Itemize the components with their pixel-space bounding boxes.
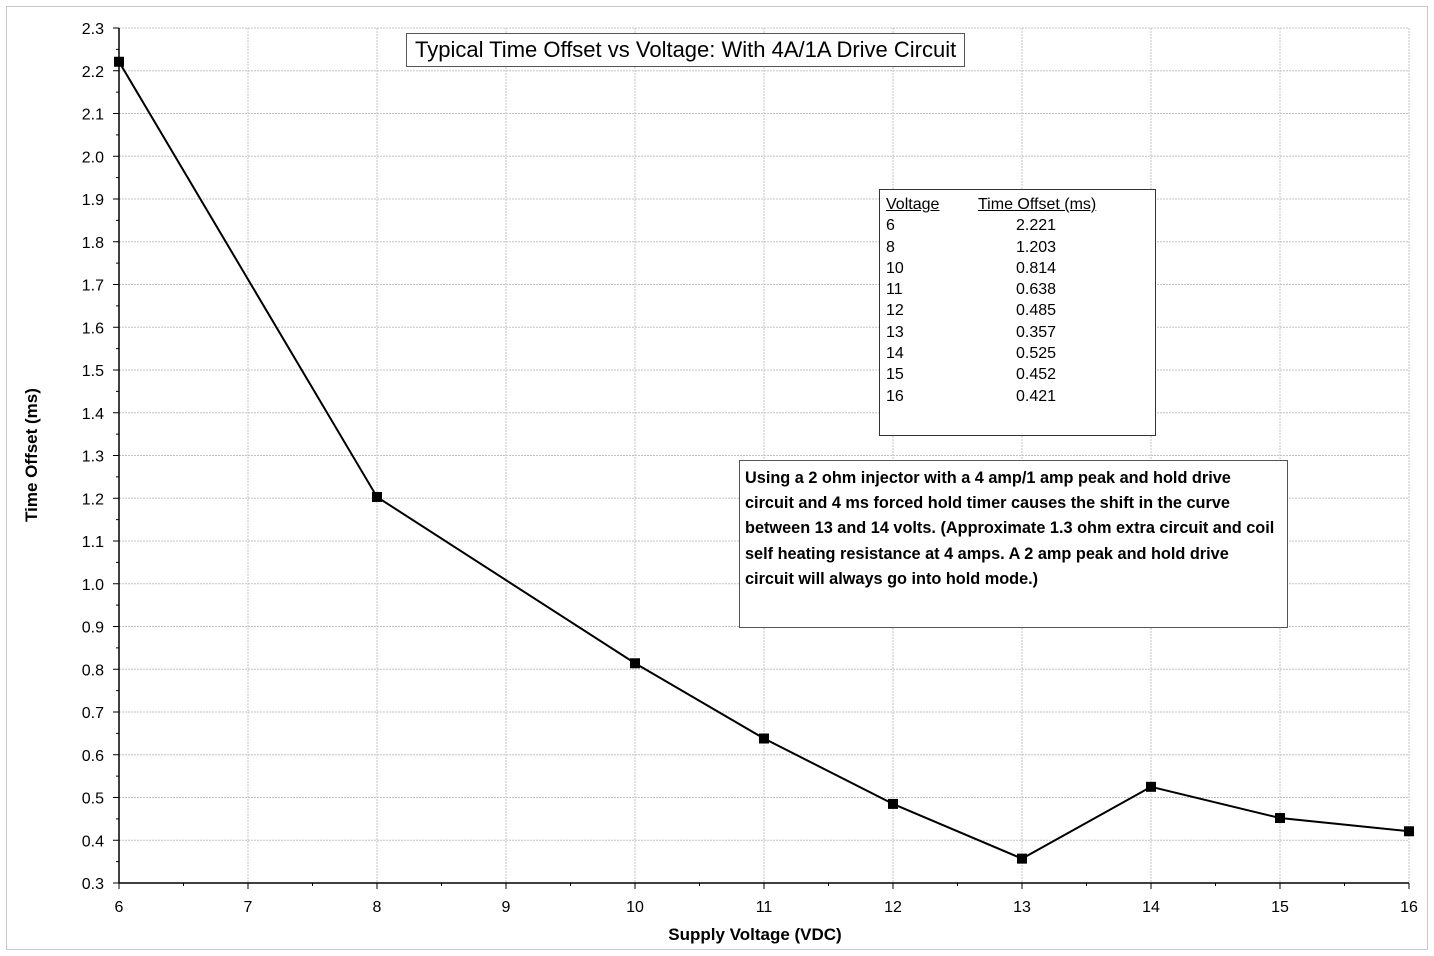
- data-table: Voltage Time Offset (ms) 6 2.221 8 1.203 10 0…: [886, 194, 1096, 407]
- time-offset-cell: 0.814: [1016, 259, 1057, 277]
- axes: [113, 27, 1410, 889]
- time-offset-cell: 0.485: [1016, 302, 1057, 320]
- x-tick-labels: 6 7 8 9 10 11 12 13 14 15 16: [115, 899, 1418, 916]
- voltage-cell: 13: [886, 323, 904, 341]
- data-point: [888, 798, 898, 809]
- y-tick-label: 0.6: [82, 748, 104, 765]
- series-layer: [114, 56, 1414, 864]
- y-tick-label: 2.3: [82, 21, 104, 38]
- y-tick-label: 1.6: [82, 320, 104, 337]
- y-tick-label: 2.2: [82, 64, 104, 81]
- table-row: 12 0.485: [886, 300, 1096, 321]
- time-offset-cell: 0.421: [1016, 387, 1057, 405]
- y-tick-label: 1.1: [82, 534, 104, 551]
- voltage-cell: 10: [886, 259, 904, 277]
- data-point: [1275, 813, 1285, 824]
- annotation-note: Using a 2 ohm injector with a 4 amp/1 am…: [739, 460, 1288, 628]
- voltage-cell: 11: [886, 281, 903, 299]
- y-tick-label: 1.2: [82, 491, 104, 508]
- voltage-cell: 14: [886, 345, 904, 363]
- x-tick-label: 9: [502, 899, 511, 916]
- y-tick-label: 1.3: [82, 449, 104, 466]
- data-table-box: Voltage Time Offset (ms) 6 2.221 8 1.203 10 0…: [879, 189, 1156, 436]
- x-axis-label: Supply Voltage (VDC): [668, 925, 841, 944]
- y-axis-label: Time Offset (ms): [22, 388, 41, 522]
- time-offset-cell: 2.221: [1016, 217, 1057, 235]
- y-tick-label: 1.5: [82, 363, 104, 380]
- table-row: 13 0.357: [886, 322, 1096, 343]
- voltage-cell: 15: [886, 366, 904, 384]
- y-tick-label: 1.7: [82, 278, 104, 295]
- voltage-cell: 16: [886, 387, 904, 405]
- data-table-header: Voltage Time Offset (ms): [886, 194, 1096, 215]
- data-point: [372, 491, 382, 502]
- y-tick-label: 0.5: [82, 791, 104, 808]
- data-table-body: 6 2.221 8 1.203 10 0.814 11 0.638 12 0.485 13 0.357…: [886, 215, 1096, 407]
- table-row: 11 0.638: [886, 279, 1096, 300]
- y-tick-label: 0.4: [82, 833, 104, 850]
- time-offset-cell: 0.357: [1016, 323, 1057, 341]
- y-tick-label: 2.1: [82, 107, 104, 124]
- table-row: 15 0.452: [886, 364, 1096, 385]
- data-point: [630, 658, 640, 669]
- x-tick-label: 8: [373, 899, 382, 916]
- data-point: [114, 56, 124, 67]
- time-offset-cell: 1.203: [1016, 238, 1057, 256]
- voltage-header: Voltage: [886, 196, 940, 213]
- data-point: [759, 733, 769, 744]
- y-tick-label: 2.0: [82, 149, 104, 166]
- time-offset-cell: 0.525: [1016, 345, 1057, 363]
- y-tick-label: 0.3: [82, 876, 104, 893]
- table-row: 16 0.421: [886, 386, 1096, 407]
- x-tick-label: 12: [884, 899, 902, 916]
- y-tick-label: 0.9: [82, 620, 104, 637]
- x-tick-label: 13: [1013, 899, 1031, 916]
- x-tick-label: 15: [1271, 899, 1289, 916]
- chart-title: Typical Time Offset vs Voltage: With 4A/…: [406, 33, 966, 67]
- x-tick-label: 6: [115, 899, 124, 916]
- table-row: 10 0.814: [886, 258, 1096, 279]
- y-tick-label: 0.7: [82, 705, 104, 722]
- time-offset-header: Time Offset (ms): [978, 196, 1097, 213]
- x-tick-label: 10: [626, 899, 644, 916]
- voltage-cell: 8: [886, 238, 895, 256]
- x-tick-label: 16: [1400, 899, 1418, 916]
- voltage-cell: 12: [886, 302, 904, 320]
- y-tick-label: 0.8: [82, 662, 104, 679]
- y-tick-labels: 0.3 0.4 0.5 0.6 0.7 0.8 0.9 1.0 1.1 1.2 1.3 1.4 1.5 1…: [82, 21, 104, 893]
- data-point: [1404, 826, 1414, 837]
- y-tick-label: 1.8: [82, 235, 104, 252]
- table-row: 14 0.525: [886, 343, 1096, 364]
- x-tick-label: 14: [1142, 899, 1160, 916]
- time-offset-cell: 0.452: [1016, 366, 1057, 384]
- grid-lines: [119, 27, 1410, 883]
- chart-frame: [6, 6, 1428, 950]
- time-offset-cell: 0.638: [1016, 281, 1057, 299]
- y-tick-label: 1.0: [82, 577, 104, 594]
- voltage-cell: 6: [886, 217, 895, 235]
- y-tick-label: 1.9: [82, 192, 104, 209]
- x-tick-label: 11: [756, 899, 773, 916]
- data-point: [1146, 781, 1156, 792]
- x-tick-label: 7: [244, 899, 253, 916]
- table-row: 8 1.203: [886, 237, 1096, 258]
- table-row: 6 2.221: [886, 215, 1096, 236]
- y-tick-label: 1.4: [82, 406, 104, 423]
- data-point: [1017, 853, 1027, 864]
